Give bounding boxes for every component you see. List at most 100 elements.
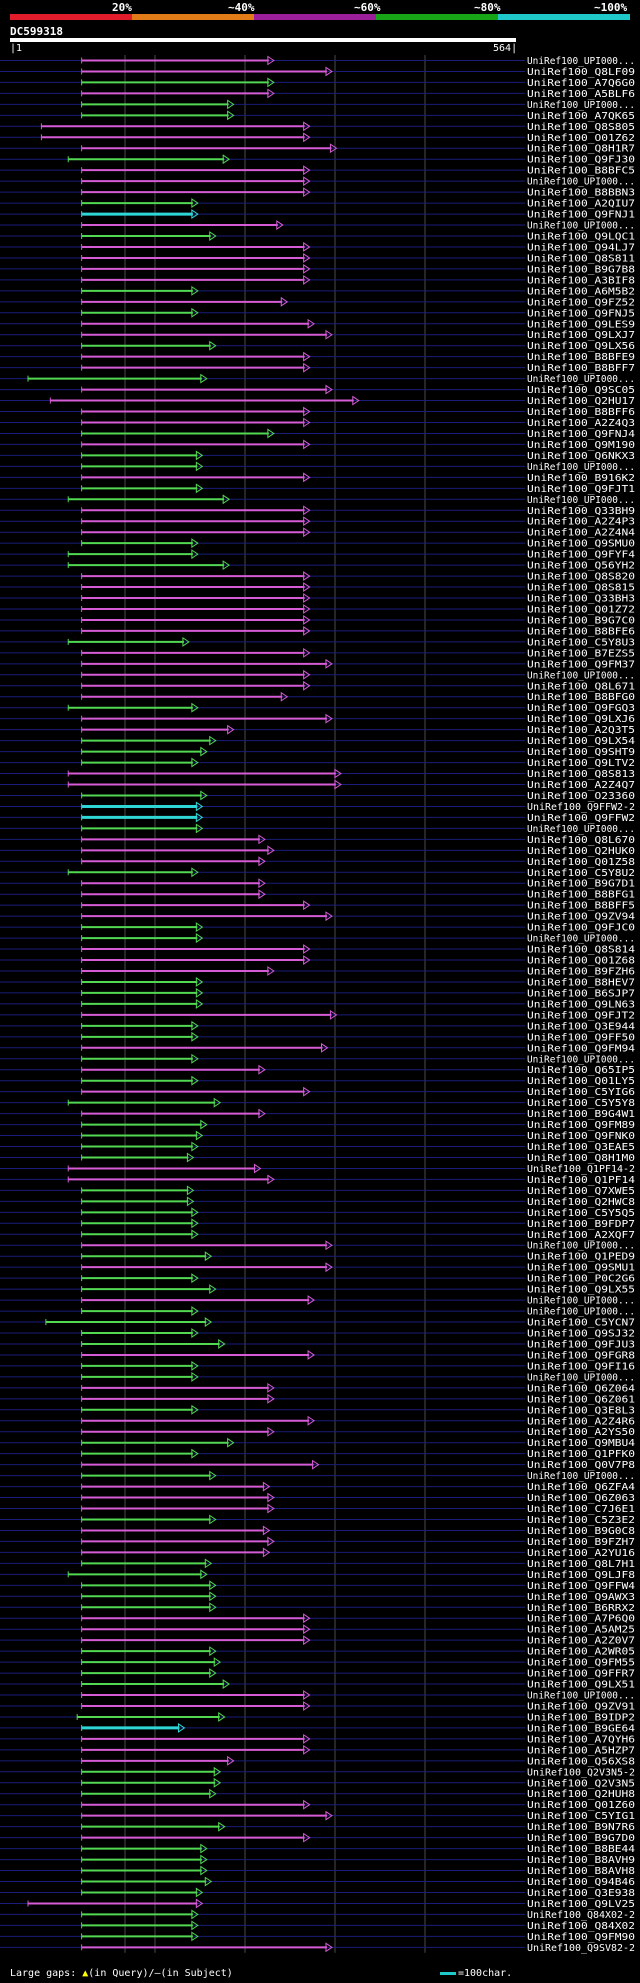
hit-row[interactable]: UniRef100_Q9LV25: [0, 1898, 635, 1910]
hit-row[interactable]: UniRef100_UPI000...: [0, 373, 635, 385]
hit-row[interactable]: UniRef100_UPI000...: [0, 823, 635, 835]
hit-label[interactable]: UniRef100_B8AVH8: [527, 1866, 635, 1877]
hit-label[interactable]: UniRef100_UPI000...: [527, 1372, 635, 1383]
hit-row[interactable]: UniRef100_Q9FM94: [0, 1042, 635, 1054]
hit-row[interactable]: UniRef100_Q9SV82-2: [0, 1942, 635, 1954]
hit-row[interactable]: UniRef100_B9N7R6: [0, 1821, 635, 1833]
hit-label[interactable]: UniRef100_Q2HUH8: [527, 1789, 635, 1800]
hit-label[interactable]: UniRef100_Q9SMU1: [527, 1263, 635, 1274]
hit-row[interactable]: UniRef100_Q0V7P8: [0, 1459, 635, 1471]
hit-label[interactable]: UniRef100_Q9FGQ3: [527, 703, 635, 714]
hit-row[interactable]: UniRef100_C5Y5Q5: [0, 1207, 635, 1219]
hit-row[interactable]: UniRef100_Q9FGQ3: [0, 702, 635, 714]
hit-label[interactable]: UniRef100_B916K2: [527, 473, 635, 484]
hit-row[interactable]: UniRef100_Q9FNK0: [0, 1130, 635, 1142]
hit-row[interactable]: UniRef100_A2Z0V7: [0, 1635, 635, 1647]
hit-row[interactable]: UniRef100_Q9ZV91: [0, 1701, 635, 1712]
hit-label[interactable]: UniRef100_UPI000...: [527, 934, 635, 945]
hit-row[interactable]: UniRef100_Q33BH3: [0, 593, 635, 605]
hit-label[interactable]: UniRef100_B8AVH9: [527, 1855, 635, 1866]
hit-label[interactable]: UniRef100_Q9LES9: [527, 319, 635, 330]
hit-label[interactable]: UniRef100_A2QIU7: [527, 199, 635, 210]
hit-label[interactable]: UniRef100_Q8H1R7: [527, 144, 635, 155]
hit-label[interactable]: UniRef100_Q9MBU4: [527, 1438, 635, 1449]
hit-row[interactable]: UniRef100_B8BFE6: [0, 625, 635, 637]
hit-row[interactable]: UniRef100_Q2HUK0: [0, 845, 635, 857]
hit-row[interactable]: UniRef100_B8BFC5: [0, 165, 635, 177]
hit-row[interactable]: UniRef100_Q9LX55: [0, 1284, 635, 1296]
hit-row[interactable]: UniRef100_Q01LY5: [0, 1075, 635, 1087]
hit-row[interactable]: UniRef100_B7EZS5: [0, 647, 635, 659]
hit-row[interactable]: UniRef100_UPI000...: [0, 494, 635, 506]
hit-label[interactable]: UniRef100_Q8L7H1: [527, 1559, 635, 1570]
hit-label[interactable]: UniRef100_Q9FGR8: [527, 1350, 635, 1361]
hit-label[interactable]: UniRef100_Q1PF14: [527, 1175, 635, 1186]
hit-row[interactable]: UniRef100_O23360: [0, 790, 635, 802]
hit-label[interactable]: UniRef100_Q8LF09: [527, 67, 635, 78]
hit-label[interactable]: UniRef100_B9IDP2: [527, 1712, 635, 1723]
hit-row[interactable]: UniRef100_Q2HWC8: [0, 1196, 635, 1208]
hit-row[interactable]: UniRef100_Q9FJU3: [0, 1339, 635, 1350]
hit-row[interactable]: UniRef100_B9G7D0: [0, 1832, 635, 1844]
hit-label[interactable]: UniRef100_A7QYH6: [527, 1734, 635, 1745]
hit-row[interactable]: UniRef100_B916K2: [0, 472, 635, 484]
hit-row[interactable]: UniRef100_Q9FFR7: [0, 1668, 635, 1680]
hit-row[interactable]: UniRef100_Q8S815: [0, 582, 635, 594]
hit-label[interactable]: UniRef100_B9G7C0: [527, 615, 635, 626]
hit-label[interactable]: UniRef100_Q1PFK0: [527, 1449, 635, 1460]
hit-label[interactable]: UniRef100_UPI000...: [527, 824, 635, 835]
hit-label[interactable]: UniRef100_A5AM25: [527, 1625, 635, 1636]
hit-label[interactable]: UniRef100_B9GE64: [527, 1723, 635, 1734]
hit-row[interactable]: UniRef100_Q56XS8: [0, 1755, 635, 1767]
hit-label[interactable]: UniRef100_C5Y5Q5: [527, 1208, 635, 1219]
hit-label[interactable]: UniRef100_Q9FJU3: [527, 1339, 635, 1350]
hit-row[interactable]: UniRef100_C7J6E1: [0, 1503, 635, 1515]
hit-label[interactable]: UniRef100_UPI000...: [527, 1054, 635, 1065]
hit-row[interactable]: UniRef100_A2YS50: [0, 1426, 635, 1438]
hit-label[interactable]: UniRef100_A7P6Q0: [527, 1614, 635, 1625]
hit-row[interactable]: UniRef100_A2XQF7: [0, 1229, 635, 1241]
hit-row[interactable]: UniRef100_A5BLF6: [0, 88, 635, 100]
hit-row[interactable]: UniRef100_Q9FFW4: [0, 1580, 635, 1592]
hit-label[interactable]: UniRef100_UPI000...: [527, 100, 635, 111]
hit-row[interactable]: UniRef100_Q8LF09: [0, 66, 635, 78]
hit-label[interactable]: UniRef100_A3BIF8: [527, 275, 635, 286]
hit-label[interactable]: UniRef100_UPI000...: [527, 1296, 635, 1307]
hit-row[interactable]: UniRef100_O01Z62: [0, 132, 635, 144]
hit-label[interactable]: UniRef100_O01Z62: [527, 133, 635, 144]
hit-label[interactable]: UniRef100_Q9FYF4: [527, 550, 635, 561]
hit-label[interactable]: UniRef100_A7Q6G0: [527, 78, 635, 89]
hit-label[interactable]: UniRef100_Q9FFW4: [527, 1581, 635, 1592]
hit-row[interactable]: UniRef100_B8AVH9: [0, 1854, 635, 1866]
hit-row[interactable]: UniRef100_Q9FFW2-2: [0, 801, 635, 813]
hit-row[interactable]: UniRef100_Q7XWE5: [0, 1185, 635, 1197]
hit-label[interactable]: UniRef100_Q9LX51: [527, 1680, 635, 1691]
hit-row[interactable]: UniRef100_Q8S814: [0, 944, 635, 956]
hit-label[interactable]: UniRef100_P0C2G6: [527, 1274, 635, 1285]
hit-row[interactable]: UniRef100_Q6Z063: [0, 1492, 635, 1504]
hit-label[interactable]: UniRef100_A6M5B2: [527, 286, 635, 297]
hit-row[interactable]: UniRef100_A6M5B2: [0, 285, 635, 297]
hit-label[interactable]: UniRef100_Q3EAE5: [527, 1142, 635, 1153]
hit-label[interactable]: UniRef100_B7EZS5: [527, 648, 635, 659]
hit-label[interactable]: UniRef100_Q6Z063: [527, 1493, 635, 1504]
hit-label[interactable]: UniRef100_UPI000...: [527, 1241, 635, 1252]
hit-label[interactable]: UniRef100_Q9FM89: [527, 1120, 635, 1131]
hit-row[interactable]: UniRef100_A5HZP7: [0, 1744, 635, 1756]
hit-row[interactable]: UniRef100_B6SJP7: [0, 988, 635, 999]
hit-row[interactable]: UniRef100_Q9FJC0: [0, 922, 635, 934]
hit-row[interactable]: UniRef100_A2WR05: [0, 1646, 635, 1658]
hit-row[interactable]: UniRef100_Q9FM55: [0, 1657, 635, 1669]
hit-label[interactable]: UniRef100_Q9FI16: [527, 1361, 635, 1372]
hit-label[interactable]: UniRef100_Q6Z064: [527, 1383, 635, 1394]
hit-label[interactable]: UniRef100_B8BFG1: [527, 890, 635, 901]
hit-row[interactable]: UniRef100_UPI000...: [0, 176, 635, 188]
hit-label[interactable]: UniRef100_A2YS50: [527, 1427, 635, 1438]
hit-row[interactable]: UniRef100_B8BFG1: [0, 889, 635, 901]
hit-label[interactable]: UniRef100_A5BLF6: [527, 89, 635, 100]
hit-row[interactable]: UniRef100_UPI000...: [0, 220, 635, 232]
hit-row[interactable]: UniRef100_Q3E8L3: [0, 1404, 635, 1416]
hit-label[interactable]: UniRef100_B9G7B8: [527, 264, 635, 275]
hit-row[interactable]: UniRef100_Q9FM37: [0, 658, 635, 670]
hit-label[interactable]: UniRef100_B6RRX2: [527, 1603, 635, 1614]
